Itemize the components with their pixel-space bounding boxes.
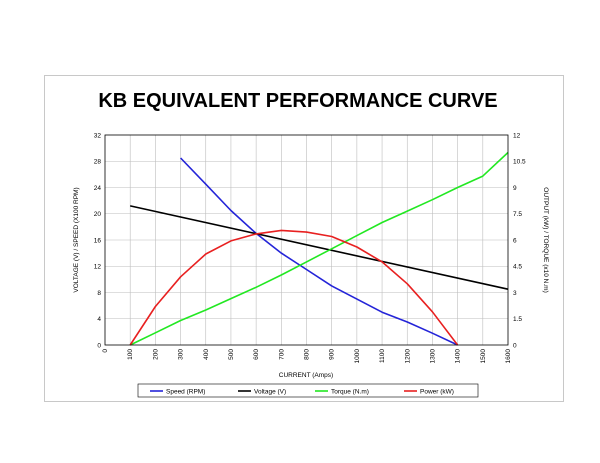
series-layer <box>129 151 509 346</box>
y-left-tick-label: 32 <box>94 132 102 139</box>
legend-label-speed: Speed (RPM) <box>166 389 205 396</box>
x-tick-label: 1000 <box>354 349 361 364</box>
y-left-tick-label: 24 <box>94 185 102 192</box>
x-tick-label: 1500 <box>480 349 487 364</box>
x-tick-label: 800 <box>304 349 311 360</box>
x-tick-label: 1600 <box>505 349 512 364</box>
x-tick-label: 1200 <box>404 349 411 364</box>
x-tick-labels: 0 100 200 300 400 500 600 700 800 900 1000 1100 1200… <box>102 349 512 364</box>
y-right-tick-label: 0 <box>513 342 517 349</box>
y-left-tick-label: 16 <box>94 237 102 244</box>
x-tick-label: 1400 <box>455 349 462 364</box>
y-right-tick-label: 10.5 <box>513 159 526 166</box>
chart-title: KB EQUIVALENT PERFORMANCE CURVE <box>98 90 497 112</box>
y-left-tick-label: 28 <box>94 159 102 166</box>
x-tick-label: 100 <box>127 349 134 360</box>
y-right-tick-label: 1.5 <box>513 316 522 323</box>
legend: Speed (RPM) Voltage (V) Torque (N.m) Power … <box>137 383 479 398</box>
series-line-torque <box>129 151 509 346</box>
legend-label-torque: Torque (N.m) <box>331 389 369 396</box>
x-tick-label: 200 <box>152 349 159 360</box>
y-right-tick-label: 12 <box>513 132 521 139</box>
x-tick-label: 0 <box>102 349 109 353</box>
y-left-tick-label: 8 <box>97 290 101 297</box>
y-left-tick-label: 12 <box>94 264 102 271</box>
plot-border <box>104 134 509 346</box>
y-right-tick-label: 3 <box>513 290 517 297</box>
grid <box>105 135 508 345</box>
y-right-axis-label: OUTPUT (kW) / TORQUE (x10 N.m) <box>542 187 549 292</box>
x-tick-label: 700 <box>278 349 285 360</box>
y-left-tick-label: 0 <box>97 342 101 349</box>
series-line-power <box>129 229 459 346</box>
legend-label-voltage: Voltage (V) <box>254 389 286 396</box>
y-left-tick-label: 4 <box>97 316 101 323</box>
y-right-tick-label: 9 <box>513 185 517 192</box>
legend-label-power: Power (kW) <box>420 389 454 396</box>
y-right-tick-label: 6 <box>513 237 517 244</box>
series-line-speed <box>180 157 458 346</box>
chart-frame <box>44 75 564 402</box>
x-tick-label: 1100 <box>379 349 386 363</box>
y-right-tick-label: 4.5 <box>513 264 522 271</box>
y-left-axis-label: VOLTAGE (V) / SPEED (X100 RPM) <box>73 187 80 292</box>
y-right-tick-label: 7.5 <box>513 211 522 218</box>
y-left-tick-label: 20 <box>94 211 102 218</box>
legend-box <box>137 383 479 398</box>
x-tick-label: 300 <box>178 349 185 360</box>
x-tick-label: 400 <box>203 349 210 360</box>
x-tick-label: 1300 <box>429 349 436 364</box>
y-left-tick-labels: 0 4 8 12 16 20 24 28 32 <box>94 132 102 349</box>
x-axis-label: CURRENT (Amps) <box>279 372 333 379</box>
y-right-tick-labels: 0 1.5 3 4.5 6 7.5 9 10.5 12 <box>513 132 526 349</box>
x-tick-label: 600 <box>253 349 260 360</box>
series-line-voltage <box>130 205 509 290</box>
x-tick-label: 900 <box>329 349 336 360</box>
x-tick-label: 500 <box>228 349 235 360</box>
